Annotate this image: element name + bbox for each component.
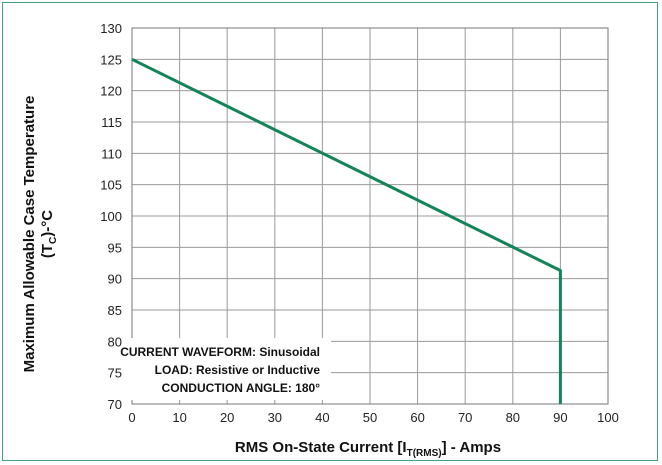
x-axis-title-subscript: T(RMS) — [407, 448, 442, 459]
y-axis-title-subscript: C — [48, 237, 59, 244]
load-label: LOAD: — [155, 363, 193, 377]
x-tick-label: 20 — [220, 410, 234, 425]
y-axis-title-line-2: (TC)-°C — [39, 210, 59, 258]
x-tick-label: 90 — [553, 410, 567, 425]
temperature-derating-line — [131, 57, 562, 404]
annotation-line-3: CONDUCTION ANGLE: 180° — [162, 381, 321, 395]
load-value: Resistive or Inductive — [196, 363, 320, 377]
x-tick-label: 100 — [597, 410, 619, 425]
annotation-box — [131, 338, 331, 400]
conduction-angle-value: 180° — [295, 381, 320, 395]
waveform-value: Sinusoidal — [259, 345, 320, 359]
y-tick-label: 80 — [108, 334, 122, 349]
x-tick-label: 0 — [128, 410, 135, 425]
y-tick-label: 70 — [108, 397, 122, 412]
y-tick-label: 110 — [101, 146, 122, 161]
x-tick-label: 80 — [506, 410, 520, 425]
x-tick-label: 10 — [172, 410, 186, 425]
plot-area-border — [131, 27, 609, 405]
x-axis-title: RMS On-State Current [IT(RMS)] - Amps — [235, 439, 501, 459]
annotation-line-1: CURRENT WAVEFORM: Sinusoidal — [120, 345, 320, 359]
y-tick-label: 120 — [100, 84, 122, 99]
waveform-label: CURRENT WAVEFORM: — [120, 345, 256, 359]
x-tick-label: 40 — [315, 410, 329, 425]
y-tick-label: 130 — [100, 21, 122, 36]
x-tick-label: 30 — [268, 410, 282, 425]
x-tick-label: 50 — [363, 410, 377, 425]
x-tick-labels: 0 10 20 30 40 50 60 70 80 90 100 — [128, 410, 618, 425]
y-axis-title-post: )-°C — [39, 210, 56, 237]
y-axis-title-pre: (T — [39, 244, 56, 258]
y-tick-labels: 70 75 80 85 90 95 100 105 110 115 120 125 130 — [100, 21, 122, 412]
y-tick-label: 85 — [108, 303, 122, 318]
y-tick-label: 105 — [100, 178, 122, 193]
y-tick-label: 75 — [108, 366, 122, 381]
y-tick-label: 95 — [108, 240, 122, 255]
x-axis-title-end: ] - Amps — [442, 439, 501, 456]
x-axis-title-main: RMS On-State Current [I — [235, 439, 407, 456]
y-tick-label: 100 — [100, 209, 122, 224]
x-tick-label: 60 — [410, 410, 424, 425]
y-tick-label: 125 — [100, 52, 122, 67]
conduction-angle-label: CONDUCTION ANGLE: — [162, 381, 292, 395]
y-axis-title: Maximum Allowable Case Temperature (TC)-… — [21, 96, 59, 373]
annotation-line-2: LOAD: Resistive or Inductive — [155, 363, 321, 377]
y-tick-label: 115 — [101, 115, 122, 130]
y-tick-label: 90 — [108, 272, 122, 287]
x-tick-label: 70 — [458, 410, 472, 425]
y-axis-title-line-1: Maximum Allowable Case Temperature — [21, 96, 38, 373]
